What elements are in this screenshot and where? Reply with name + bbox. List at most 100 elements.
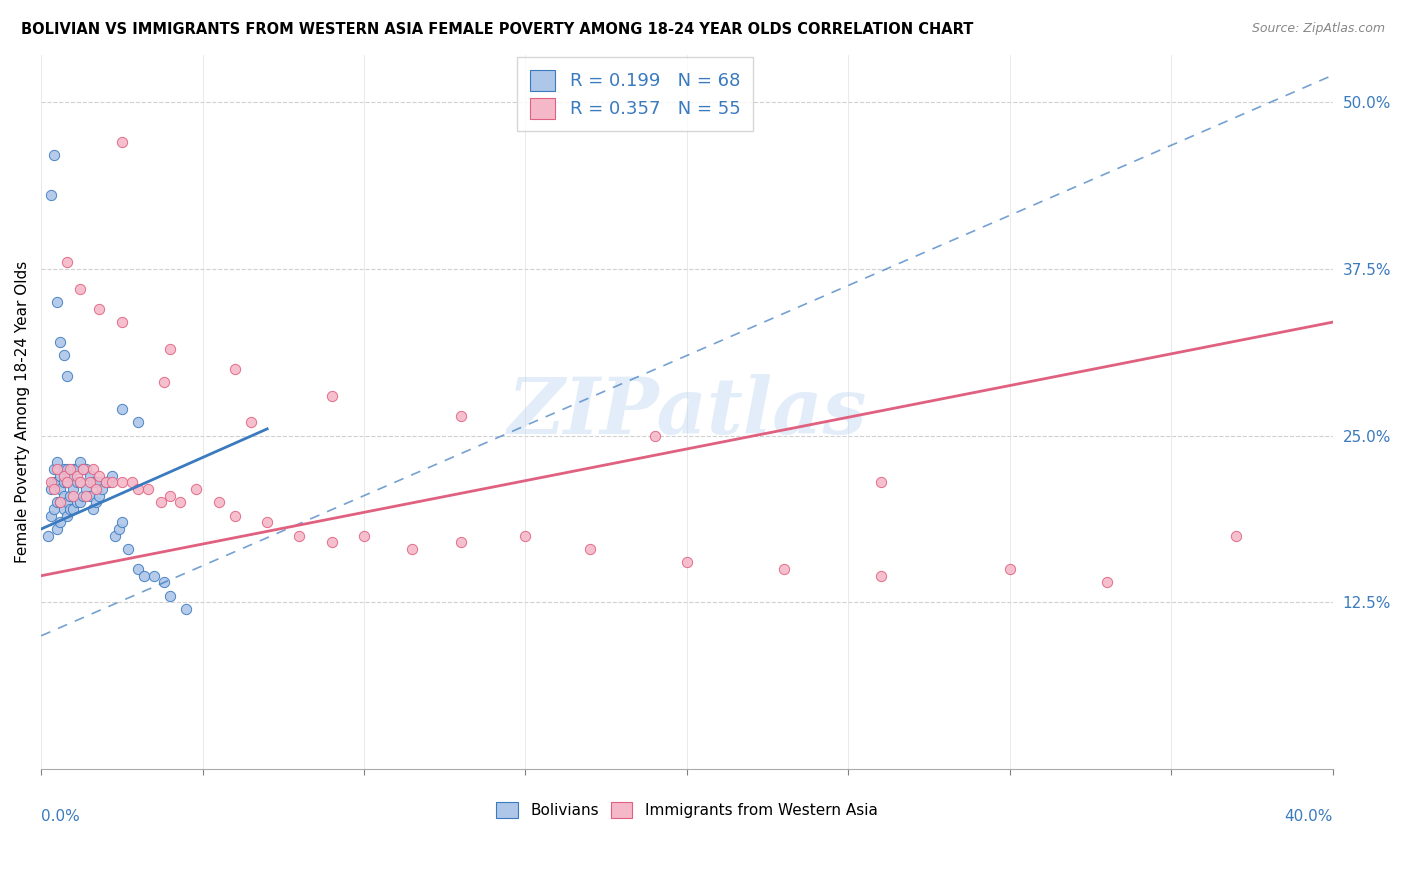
Point: [184, 482, 207, 496]
Point: [46, 455, 69, 469]
Point: [52, 489, 75, 503]
Point: [401, 542, 423, 557]
Point: [66, 475, 89, 490]
Point: [224, 508, 246, 523]
Point: [39, 482, 62, 496]
Point: [240, 415, 263, 429]
Point: [579, 542, 602, 557]
Point: [39, 475, 62, 490]
Point: [82, 462, 104, 476]
Point: [321, 535, 343, 549]
Point: [56, 475, 79, 490]
Point: [62, 482, 84, 496]
Point: [89, 301, 111, 316]
Point: [84, 482, 107, 496]
Point: [59, 468, 82, 483]
Point: [69, 475, 91, 490]
Point: [42, 502, 65, 516]
Point: [52, 462, 75, 476]
Point: [82, 502, 104, 516]
Point: [72, 462, 94, 476]
Point: [56, 368, 79, 383]
Point: [59, 489, 82, 503]
Point: [101, 468, 124, 483]
Point: [89, 468, 111, 483]
Point: [52, 475, 75, 490]
Point: [450, 409, 472, 423]
Point: [450, 535, 472, 549]
Point: [69, 495, 91, 509]
Point: [644, 428, 666, 442]
Point: [869, 568, 891, 582]
Point: [94, 475, 117, 490]
Point: [111, 401, 134, 416]
Point: [72, 462, 94, 476]
Point: [46, 495, 69, 509]
Point: [117, 542, 139, 557]
Text: ZIPatlas: ZIPatlas: [508, 374, 866, 450]
Point: [89, 475, 111, 490]
Point: [39, 188, 62, 202]
Text: Source: ZipAtlas.com: Source: ZipAtlas.com: [1251, 22, 1385, 36]
Point: [84, 475, 107, 490]
Point: [176, 602, 198, 616]
Point: [107, 522, 129, 536]
Point: [42, 482, 65, 496]
Point: [56, 462, 79, 476]
Point: [49, 495, 72, 509]
Point: [136, 482, 159, 496]
Point: [143, 568, 166, 582]
Point: [127, 415, 149, 429]
Point: [59, 462, 82, 476]
Point: [208, 495, 231, 509]
Point: [111, 475, 134, 490]
Point: [121, 475, 143, 490]
Point: [111, 135, 134, 149]
Point: [52, 468, 75, 483]
Point: [69, 282, 91, 296]
Point: [288, 529, 311, 543]
Point: [75, 462, 97, 476]
Point: [66, 462, 89, 476]
Point: [79, 489, 101, 503]
Point: [998, 562, 1021, 576]
Point: [56, 255, 79, 269]
Text: BOLIVIAN VS IMMIGRANTS FROM WESTERN ASIA FEMALE POVERTY AMONG 18-24 YEAR OLDS CO: BOLIVIAN VS IMMIGRANTS FROM WESTERN ASIA…: [21, 22, 973, 37]
Point: [111, 315, 134, 329]
Point: [869, 475, 891, 490]
Point: [42, 148, 65, 162]
Point: [321, 388, 343, 402]
Point: [101, 475, 124, 490]
Point: [56, 508, 79, 523]
Point: [49, 482, 72, 496]
Point: [134, 568, 156, 582]
Point: [52, 349, 75, 363]
Point: [159, 342, 181, 356]
Point: [52, 502, 75, 516]
Text: 40.0%: 40.0%: [1285, 808, 1333, 823]
Point: [42, 462, 65, 476]
Point: [515, 529, 537, 543]
Point: [49, 335, 72, 350]
Point: [62, 502, 84, 516]
Point: [676, 555, 699, 569]
Point: [49, 468, 72, 483]
Point: [1095, 575, 1118, 590]
Point: [75, 489, 97, 503]
Text: 0.0%: 0.0%: [41, 808, 80, 823]
Point: [69, 455, 91, 469]
Point: [89, 489, 111, 503]
Point: [149, 495, 172, 509]
Point: [353, 529, 375, 543]
Point: [49, 495, 72, 509]
Point: [127, 562, 149, 576]
Point: [1225, 529, 1247, 543]
Point: [69, 475, 91, 490]
Point: [37, 529, 59, 543]
Legend: Bolivians, Immigrants from Western Asia: Bolivians, Immigrants from Western Asia: [489, 795, 884, 826]
Point: [256, 516, 278, 530]
Point: [79, 468, 101, 483]
Point: [91, 482, 114, 496]
Y-axis label: Female Poverty Among 18-24 Year Olds: Female Poverty Among 18-24 Year Olds: [15, 261, 30, 564]
Point: [56, 495, 79, 509]
